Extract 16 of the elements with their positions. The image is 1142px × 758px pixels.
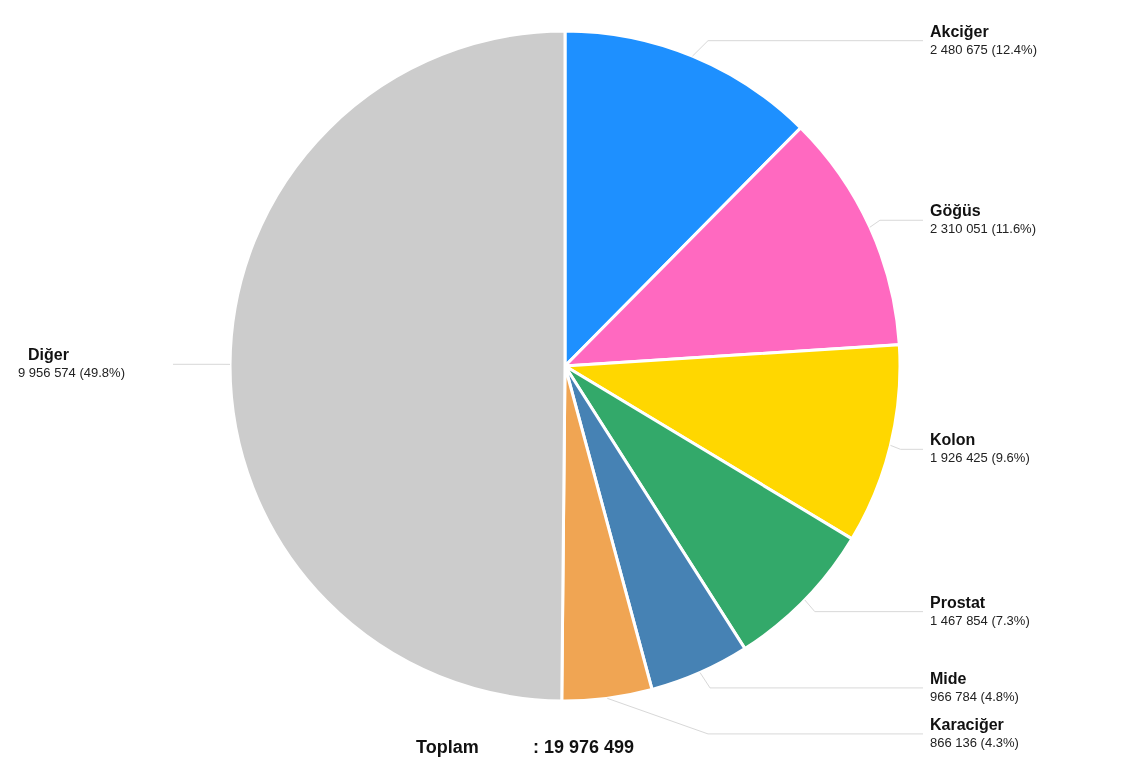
data-label: 2 480 675 (12.4%) [930,41,1037,57]
data-label: 9 956 574 (49.8%) [18,365,125,381]
data-label: 1 467 854 (7.3%) [930,612,1030,628]
slice-label: Mide [930,669,967,687]
data-label: 866 136 (4.3%) [930,734,1019,750]
text: Toplam [416,737,479,757]
data-label: 966 784 (4.8%) [930,688,1019,704]
data-label: 1 926 425 (9.6%) [930,450,1030,466]
slice-label: Akciğer [930,22,989,40]
data-label: 2 310 051 (11.6%) [930,221,1036,237]
slice-label: Kolon [930,431,976,449]
slice-label: Göğüs [930,202,981,220]
slice-label: Karaciğer [930,715,1004,733]
slice-label: Prostat [930,593,986,611]
text: : 19 976 499 [533,737,635,757]
slice-label: Diğer [28,346,69,364]
